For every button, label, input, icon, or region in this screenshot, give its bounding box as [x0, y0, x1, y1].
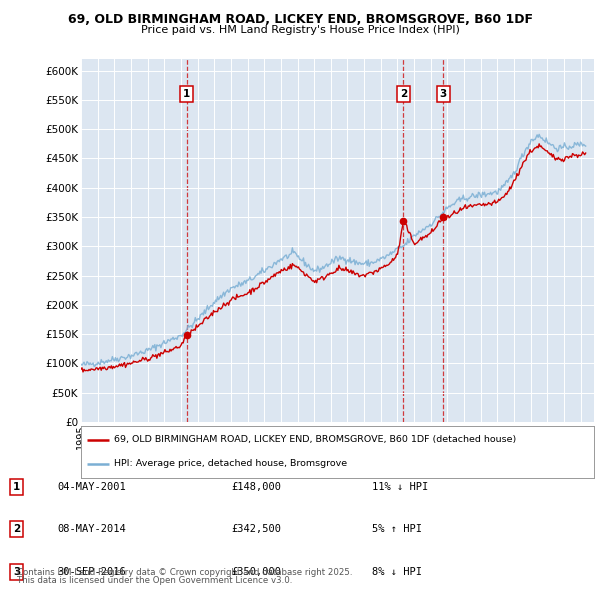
- Text: 30-SEP-2016: 30-SEP-2016: [57, 567, 126, 576]
- Text: 1: 1: [13, 482, 20, 491]
- Text: 1: 1: [183, 89, 190, 99]
- Text: 2: 2: [400, 89, 407, 99]
- Text: £350,000: £350,000: [231, 567, 281, 576]
- Text: £342,500: £342,500: [231, 525, 281, 534]
- Text: Price paid vs. HM Land Registry's House Price Index (HPI): Price paid vs. HM Land Registry's House …: [140, 25, 460, 35]
- Text: This data is licensed under the Open Government Licence v3.0.: This data is licensed under the Open Gov…: [17, 576, 292, 585]
- Text: 3: 3: [440, 89, 447, 99]
- Text: 08-MAY-2014: 08-MAY-2014: [57, 525, 126, 534]
- Text: 5% ↑ HPI: 5% ↑ HPI: [372, 525, 422, 534]
- Text: HPI: Average price, detached house, Bromsgrove: HPI: Average price, detached house, Brom…: [115, 460, 347, 468]
- Text: £148,000: £148,000: [231, 482, 281, 491]
- Text: 11% ↓ HPI: 11% ↓ HPI: [372, 482, 428, 491]
- Text: 69, OLD BIRMINGHAM ROAD, LICKEY END, BROMSGROVE, B60 1DF: 69, OLD BIRMINGHAM ROAD, LICKEY END, BRO…: [67, 13, 533, 26]
- Text: 8% ↓ HPI: 8% ↓ HPI: [372, 567, 422, 576]
- Text: 3: 3: [13, 567, 20, 576]
- Text: Contains HM Land Registry data © Crown copyright and database right 2025.: Contains HM Land Registry data © Crown c…: [17, 568, 352, 577]
- Text: 04-MAY-2001: 04-MAY-2001: [57, 482, 126, 491]
- Text: 2: 2: [13, 525, 20, 534]
- Text: 69, OLD BIRMINGHAM ROAD, LICKEY END, BROMSGROVE, B60 1DF (detached house): 69, OLD BIRMINGHAM ROAD, LICKEY END, BRO…: [115, 435, 517, 444]
